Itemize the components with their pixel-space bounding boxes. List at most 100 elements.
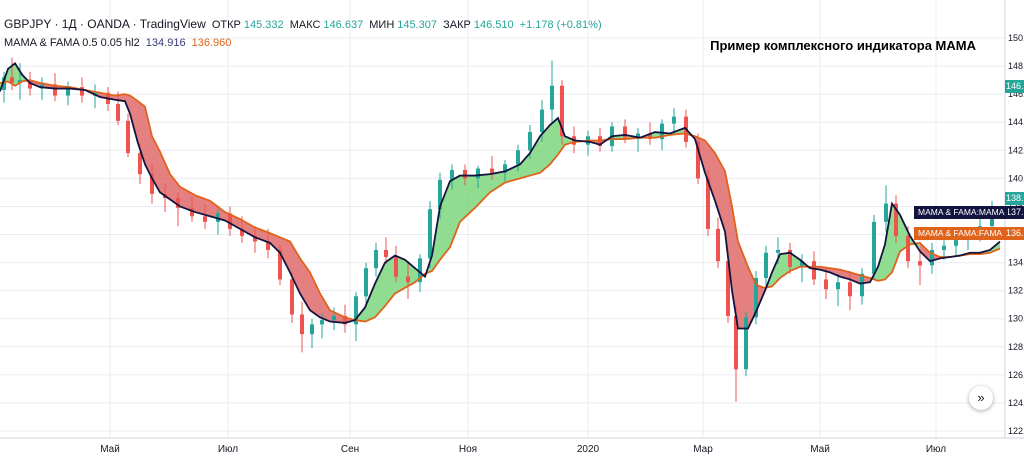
- candle-body: [930, 249, 934, 266]
- fill-segment-bull: [505, 164, 520, 183]
- price-tick-label: 130.0: [1008, 314, 1024, 324]
- fill-segment-bear: [280, 237, 290, 273]
- candle-body: [918, 261, 922, 266]
- price-tick-label: 126.0: [1008, 370, 1024, 380]
- symbol-title[interactable]: GBPJPY · 1Д · OANDA · TradingView: [4, 17, 206, 31]
- change-value: +1.178 (+0.81%): [519, 19, 602, 31]
- candle-body: [754, 278, 758, 318]
- candle-body: [623, 126, 627, 138]
- fill-segment-bull: [450, 175, 460, 248]
- candle-body: [406, 276, 410, 283]
- candle-body: [310, 324, 314, 335]
- open-value: 145.332: [243, 19, 284, 31]
- last-price-tag: 146.: [1005, 80, 1024, 93]
- time-tick-label: Сен: [341, 444, 359, 455]
- price-tick-label: 124.0: [1008, 398, 1024, 408]
- fill-segment-bear: [920, 242, 930, 262]
- candle-body: [706, 178, 710, 229]
- candle-body: [776, 249, 780, 253]
- candle-body: [343, 315, 347, 325]
- fill-segment-bull: [520, 153, 530, 179]
- candle-body: [374, 249, 378, 269]
- candle-body: [860, 273, 864, 297]
- candle-body: [354, 296, 358, 325]
- close-value: 146.510: [473, 19, 514, 31]
- candle-body: [138, 153, 142, 175]
- time-tick-label: Ноя: [459, 444, 477, 455]
- candle-body: [450, 169, 454, 180]
- fill-segment-bear: [130, 95, 138, 144]
- candle-body: [744, 317, 748, 370]
- candle-body: [836, 282, 840, 290]
- candle-body: [734, 315, 738, 370]
- candle-body: [660, 123, 664, 140]
- price-tick-label: 142.0: [1008, 145, 1024, 155]
- high-label: МАКС: [289, 19, 321, 31]
- low-value: 145.307: [397, 19, 438, 31]
- candles: [2, 57, 994, 402]
- candle-body: [516, 150, 520, 165]
- candle-body: [906, 235, 910, 262]
- candle-body: [266, 241, 270, 250]
- candle-body: [954, 240, 958, 246]
- candle-body: [560, 85, 564, 137]
- candle-body: [332, 315, 336, 321]
- candle-body: [716, 228, 720, 262]
- candle-body: [28, 80, 32, 89]
- fill-segment-bear: [310, 272, 320, 318]
- candle-body: [300, 314, 304, 335]
- price-tick-label: 122.0: [1008, 426, 1024, 436]
- candle-body: [672, 116, 676, 124]
- fill-segment-bull: [475, 174, 490, 208]
- price-tick-label: 150.0: [1008, 33, 1024, 43]
- double-chevron-right-icon: »: [977, 390, 985, 405]
- fill-segment-bear: [738, 241, 748, 329]
- candle-body: [476, 168, 480, 179]
- scroll-to-realtime-button[interactable]: »: [969, 386, 993, 410]
- mama-line: [0, 61, 1001, 330]
- candle-body: [696, 141, 700, 179]
- price-tick-label: 134.0: [1008, 258, 1024, 268]
- indicator-name[interactable]: MAMA & FAMA 0.5 0.05 hl2: [4, 37, 140, 49]
- fill-segment-bear: [195, 195, 210, 217]
- fama-line: [0, 79, 1001, 323]
- fill-segment-bear: [255, 227, 270, 243]
- fill-segment-bear: [705, 140, 715, 201]
- candle-body: [540, 109, 544, 133]
- low-label: МИН: [369, 19, 395, 31]
- candle-body: [648, 133, 652, 140]
- candle-body: [384, 249, 388, 257]
- fill-segment-bear: [240, 219, 255, 238]
- time-tick-label: Июл: [926, 444, 946, 455]
- candle-body: [80, 87, 84, 96]
- candle-body: [764, 252, 768, 279]
- price-tick-label: 146.0: [1008, 89, 1024, 99]
- candle-body: [116, 103, 120, 121]
- price-tick-label: 140.0: [1008, 173, 1024, 183]
- candle-body: [364, 268, 368, 297]
- price-tick-label: 132.0: [1008, 286, 1024, 296]
- fill-segment-bear: [270, 233, 280, 253]
- candle-body: [726, 261, 730, 316]
- fill-segment-bull: [878, 244, 885, 281]
- fill-segment-bear: [180, 186, 195, 213]
- fill-segment-bear: [160, 151, 170, 200]
- candle-body: [463, 169, 467, 179]
- fill-segment-bull: [885, 203, 892, 280]
- chart-annotation: Пример комплексного индикатора МАМА: [710, 38, 976, 53]
- candle-body: [872, 221, 876, 274]
- candle-body: [503, 164, 507, 173]
- candle-body: [438, 179, 442, 210]
- time-tick-label: Июл: [218, 444, 238, 455]
- fill-segment-bull: [385, 255, 395, 307]
- candle-body: [150, 174, 154, 194]
- candle-body: [848, 282, 852, 297]
- candle-body: [53, 84, 57, 96]
- price-tick-label: 144.0: [1008, 117, 1024, 127]
- indicator-legend[interactable]: MAMA & FAMA 0.5 0.05 hl2 134.916 136.960: [4, 37, 234, 49]
- open-label: ОТКР: [211, 19, 241, 31]
- fill-segment-bear: [138, 101, 145, 165]
- candle-body: [253, 235, 257, 242]
